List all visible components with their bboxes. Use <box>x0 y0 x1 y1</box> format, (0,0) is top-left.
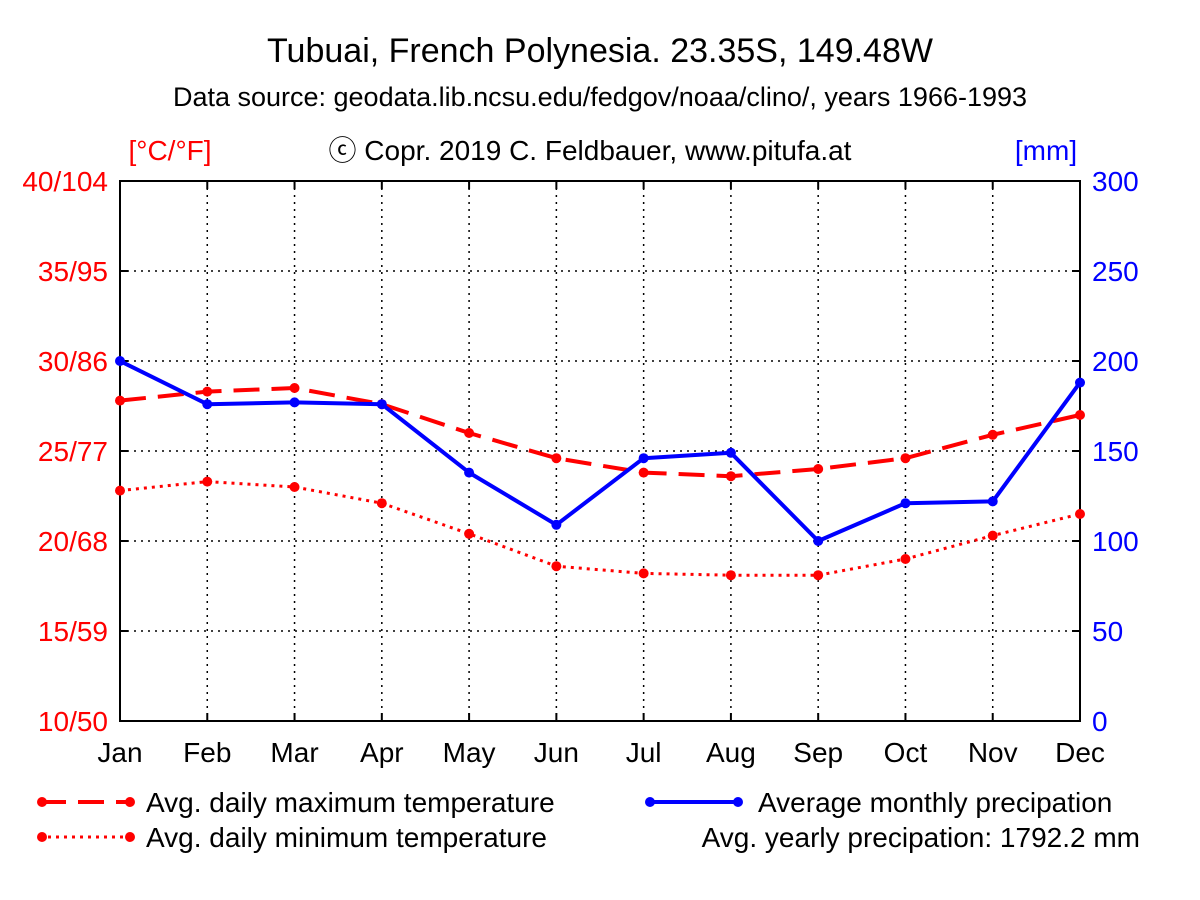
y-right-tick-label: 0 <box>1092 706 1108 737</box>
max-temp-point <box>900 453 911 464</box>
copyright-text: ⓒ Copr. 2019 C. Feldbauer, www.pitufa.at <box>329 135 852 166</box>
legend-max-temp-marker-right <box>125 797 135 807</box>
min-temp-point <box>464 528 475 539</box>
x-tick-label: Sep <box>793 737 843 768</box>
y-right-tick-label: 150 <box>1092 436 1139 467</box>
precipitation-point <box>725 447 736 458</box>
x-tick-label: May <box>443 737 496 768</box>
max-temp-point <box>115 395 125 406</box>
min-temp-point <box>900 554 911 564</box>
axes: Jan Feb Mar Apr May Jun Jul Aug Sep Oct Nov Dec 10/5… <box>22 166 1138 768</box>
min-temp-point <box>638 568 649 579</box>
plot-frame <box>119 180 1081 722</box>
max-temp-point <box>725 471 736 482</box>
y-left-tick-label: 30/86 <box>38 346 108 377</box>
x-tick-label: Dec <box>1055 737 1105 768</box>
min-temp-point <box>202 476 213 487</box>
legend-precip-label: Average monthly precipation <box>758 787 1112 818</box>
precipitation-point <box>376 399 387 410</box>
max-temp-line <box>119 386 1081 479</box>
legend-max-temp-label: Avg. daily maximum temperature <box>146 787 555 818</box>
min-temp-point <box>551 561 562 572</box>
x-tick-label: Jun <box>534 737 579 768</box>
y-right-tick-label: 200 <box>1092 346 1139 377</box>
precipitation-line <box>119 359 1082 543</box>
x-tick-label: Apr <box>360 737 404 768</box>
min-temp-point <box>115 485 125 496</box>
y-left-tick-label: 10/50 <box>38 706 108 737</box>
y-right-tick-label: 100 <box>1092 526 1139 557</box>
precipitation-point <box>1075 377 1085 388</box>
precipitation-point <box>987 496 998 507</box>
y-right-tick-label: 50 <box>1092 616 1123 647</box>
legend: Avg. daily maximum temperature Avg. dail… <box>37 787 1140 853</box>
yearly-precip-annotation: Avg. yearly precipation: 1792.2 mm <box>702 822 1140 853</box>
legend-precip-marker-left <box>645 797 655 807</box>
x-tick-label: Aug <box>706 737 756 768</box>
precipitation-point <box>115 356 125 366</box>
x-tick-label: Jul <box>626 737 662 768</box>
y-left-tick-label: 20/68 <box>38 526 108 557</box>
min-temp-point <box>1075 509 1085 519</box>
legend-min-temp-marker-left <box>37 832 47 842</box>
precipitation-point <box>202 399 213 410</box>
y-left-tick-label: 25/77 <box>38 436 108 467</box>
max-temp-point <box>813 464 824 474</box>
min-temp-line <box>119 480 1081 577</box>
y-left-tick-label: 35/95 <box>38 256 108 287</box>
x-tick-label: Jan <box>97 737 142 768</box>
max-temp-point <box>202 386 213 397</box>
precipitation-point <box>464 467 475 478</box>
min-temp-point <box>289 482 300 492</box>
max-temp-point <box>551 453 562 464</box>
x-tick-label: Oct <box>884 737 928 768</box>
max-temp-point <box>1075 410 1085 420</box>
legend-min-temp-marker-right <box>125 832 135 842</box>
max-temp-point <box>987 429 998 440</box>
data-series <box>115 356 1085 581</box>
precipitation-point <box>813 536 824 546</box>
x-tick-label: Mar <box>270 737 318 768</box>
min-temp-point <box>376 498 387 509</box>
min-temp-point <box>725 570 736 581</box>
legend-max-temp-marker-left <box>37 797 47 807</box>
y-left-tick-label: 15/59 <box>38 616 108 647</box>
precipitation-point <box>551 519 562 530</box>
precipitation-point <box>900 498 911 509</box>
precipitation-point <box>289 397 300 408</box>
max-temp-point <box>464 428 475 438</box>
y-right-tick-label: 250 <box>1092 256 1139 287</box>
grid-lines <box>120 181 1080 721</box>
max-temp-point <box>638 467 649 478</box>
right-axis-unit: [mm] <box>1015 135 1077 166</box>
legend-min-temp-label: Avg. daily minimum temperature <box>146 822 547 853</box>
min-temp-point <box>813 570 824 581</box>
min-temp-point <box>987 530 998 541</box>
y-left-tick-label: 40/104 <box>22 166 108 197</box>
chart-subtitle: Data source: geodata.lib.ncsu.edu/fedgov… <box>173 82 1027 112</box>
chart-title: Tubuai, French Polynesia. 23.35S, 149.48… <box>267 32 933 70</box>
y-right-tick-label: 300 <box>1092 166 1139 197</box>
left-axis-unit: [°C/°F] <box>128 135 211 166</box>
max-temp-point <box>289 383 300 393</box>
x-tick-label: Nov <box>968 737 1018 768</box>
precipitation-point <box>638 453 649 464</box>
legend-precip-marker-right <box>733 797 743 807</box>
x-tick-label: Feb <box>183 737 231 768</box>
